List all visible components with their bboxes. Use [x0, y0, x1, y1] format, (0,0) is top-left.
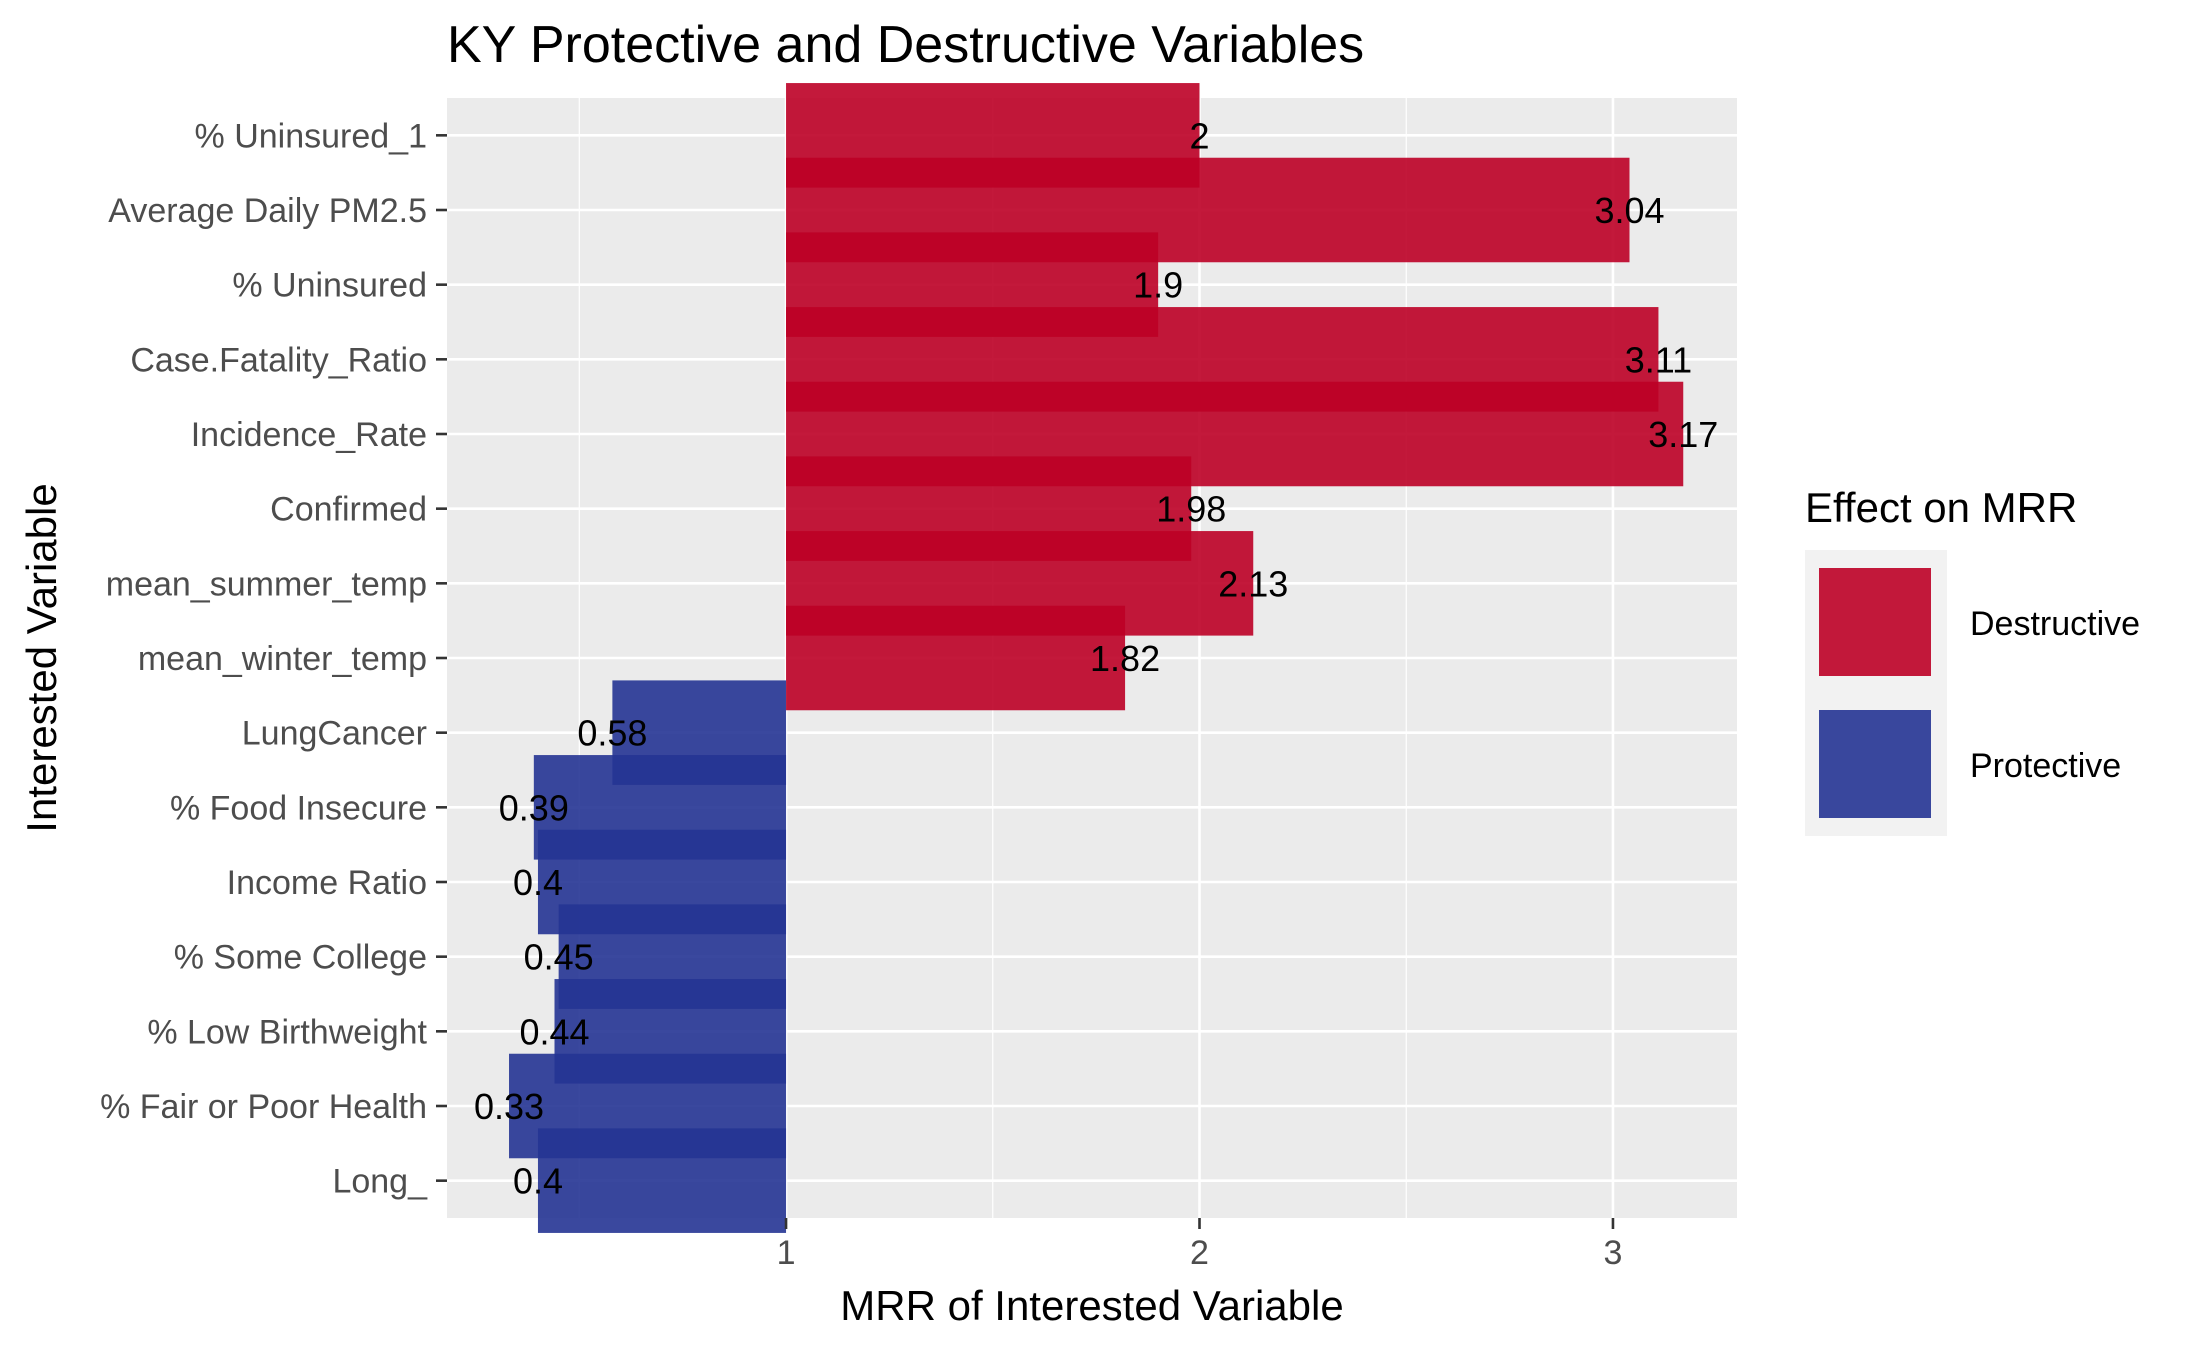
bar [537, 1128, 787, 1233]
legend-label-destructive: Destructive [1970, 605, 2140, 643]
y-tick-label: Average Daily PM2.5 [108, 192, 427, 230]
y-tick-label: mean_summer_temp [106, 565, 427, 603]
legend-key-protective [1819, 710, 1931, 818]
y-tick-label: Income Ratio [227, 864, 427, 902]
y-axis-title: Interested Variable [18, 483, 65, 832]
y-tick-label: % Uninsured_1 [195, 117, 427, 155]
y-tick-label: % Uninsured [232, 267, 427, 305]
y-tick-label: Incidence_Rate [191, 416, 427, 454]
x-tick-label: 2 [1190, 1234, 1209, 1272]
legend-title: Effect on MRR [1805, 484, 2077, 531]
data-label: 0.4 [513, 862, 563, 903]
data-label: 0.39 [499, 787, 569, 828]
data-label: 0.58 [577, 713, 647, 754]
data-label: 0.33 [474, 1086, 544, 1127]
data-label: 2.13 [1218, 563, 1288, 604]
data-label: 0.44 [519, 1011, 589, 1052]
x-tick-label: 3 [1604, 1234, 1623, 1272]
legend-label-protective: Protective [1970, 747, 2121, 785]
y-tick-label: mean_winter_temp [138, 640, 427, 678]
chart-title: KY Protective and Destructive Variables [447, 16, 1364, 74]
y-tick-label: LungCancer [242, 715, 427, 753]
data-label: 3.17 [1648, 414, 1718, 455]
y-tick-label: % Low Birthweight [147, 1013, 427, 1051]
data-label: 1.82 [1090, 638, 1160, 679]
y-tick-label: % Food Insecure [170, 789, 427, 827]
data-label: 1.98 [1156, 489, 1226, 530]
y-tick-label: Long_ [332, 1163, 428, 1201]
x-axis: 1 2 3 [777, 1218, 1623, 1272]
y-axis: % Uninsured_1 Average Daily PM2.5 % Uninsu… [100, 117, 447, 1201]
data-label: 3.11 [1625, 339, 1692, 380]
y-tick-label: % Fair or Poor Health [100, 1088, 427, 1126]
y-tick-label: Case.Fatality_Ratio [130, 341, 427, 379]
bars [509, 83, 1684, 1233]
data-label: 1.9 [1133, 265, 1183, 306]
data-label: 0.45 [524, 937, 594, 978]
data-label: 3.04 [1594, 190, 1664, 231]
legend: Effect on MRR Destructive Protective [1805, 484, 2140, 836]
x-axis-title: MRR of Interested Variable [840, 1282, 1343, 1329]
data-label: 2 [1189, 115, 1209, 156]
x-tick-label: 1 [777, 1234, 796, 1272]
y-tick-label: % Some College [174, 939, 427, 977]
bar [786, 605, 1126, 711]
data-label: 0.4 [513, 1161, 563, 1202]
data-labels: 2 3.04 1.9 3.11 3.17 1.98 2.13 1.82 0.580.39 0.4 0… [474, 115, 1718, 1201]
y-tick-label: Confirmed [270, 491, 427, 529]
legend-key-destructive [1819, 568, 1931, 676]
